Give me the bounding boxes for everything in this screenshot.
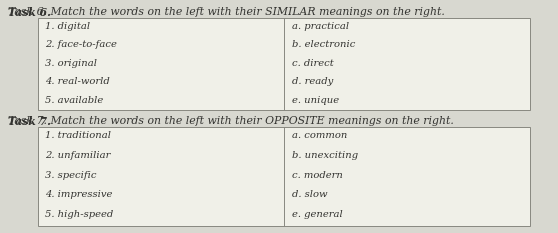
- Text: a. common: a. common: [292, 131, 348, 140]
- Text: c. modern: c. modern: [292, 171, 343, 180]
- Text: a. practical: a. practical: [292, 22, 349, 31]
- Text: b. electronic: b. electronic: [292, 40, 355, 49]
- Text: Task 7. Match the words on the left with their OPPOSITE meanings on the right.: Task 7. Match the words on the left with…: [8, 116, 454, 126]
- Text: 2. unfamiliar: 2. unfamiliar: [45, 151, 110, 160]
- Text: 3. specific: 3. specific: [45, 171, 97, 180]
- Text: 5. available: 5. available: [45, 96, 103, 105]
- Text: Task 6.: Task 6.: [8, 7, 51, 18]
- Text: e. unique: e. unique: [292, 96, 339, 105]
- Text: 3. original: 3. original: [45, 59, 97, 68]
- Text: e. general: e. general: [292, 210, 343, 219]
- Text: 4. real-world: 4. real-world: [45, 77, 110, 86]
- Text: c. direct: c. direct: [292, 59, 334, 68]
- Text: d. slow: d. slow: [292, 190, 328, 199]
- Text: d. ready: d. ready: [292, 77, 333, 86]
- Text: Task 7.: Task 7.: [8, 116, 51, 127]
- Text: 2. face-to-face: 2. face-to-face: [45, 40, 117, 49]
- Text: 5. high-speed: 5. high-speed: [45, 210, 113, 219]
- Text: b. unexciting: b. unexciting: [292, 151, 358, 160]
- Text: 1. digital: 1. digital: [45, 22, 90, 31]
- Text: Task 6. Match the words on the left with their SIMILAR meanings on the right.: Task 6. Match the words on the left with…: [8, 7, 445, 17]
- Text: 1. traditional: 1. traditional: [45, 131, 111, 140]
- Text: 4. impressive: 4. impressive: [45, 190, 112, 199]
